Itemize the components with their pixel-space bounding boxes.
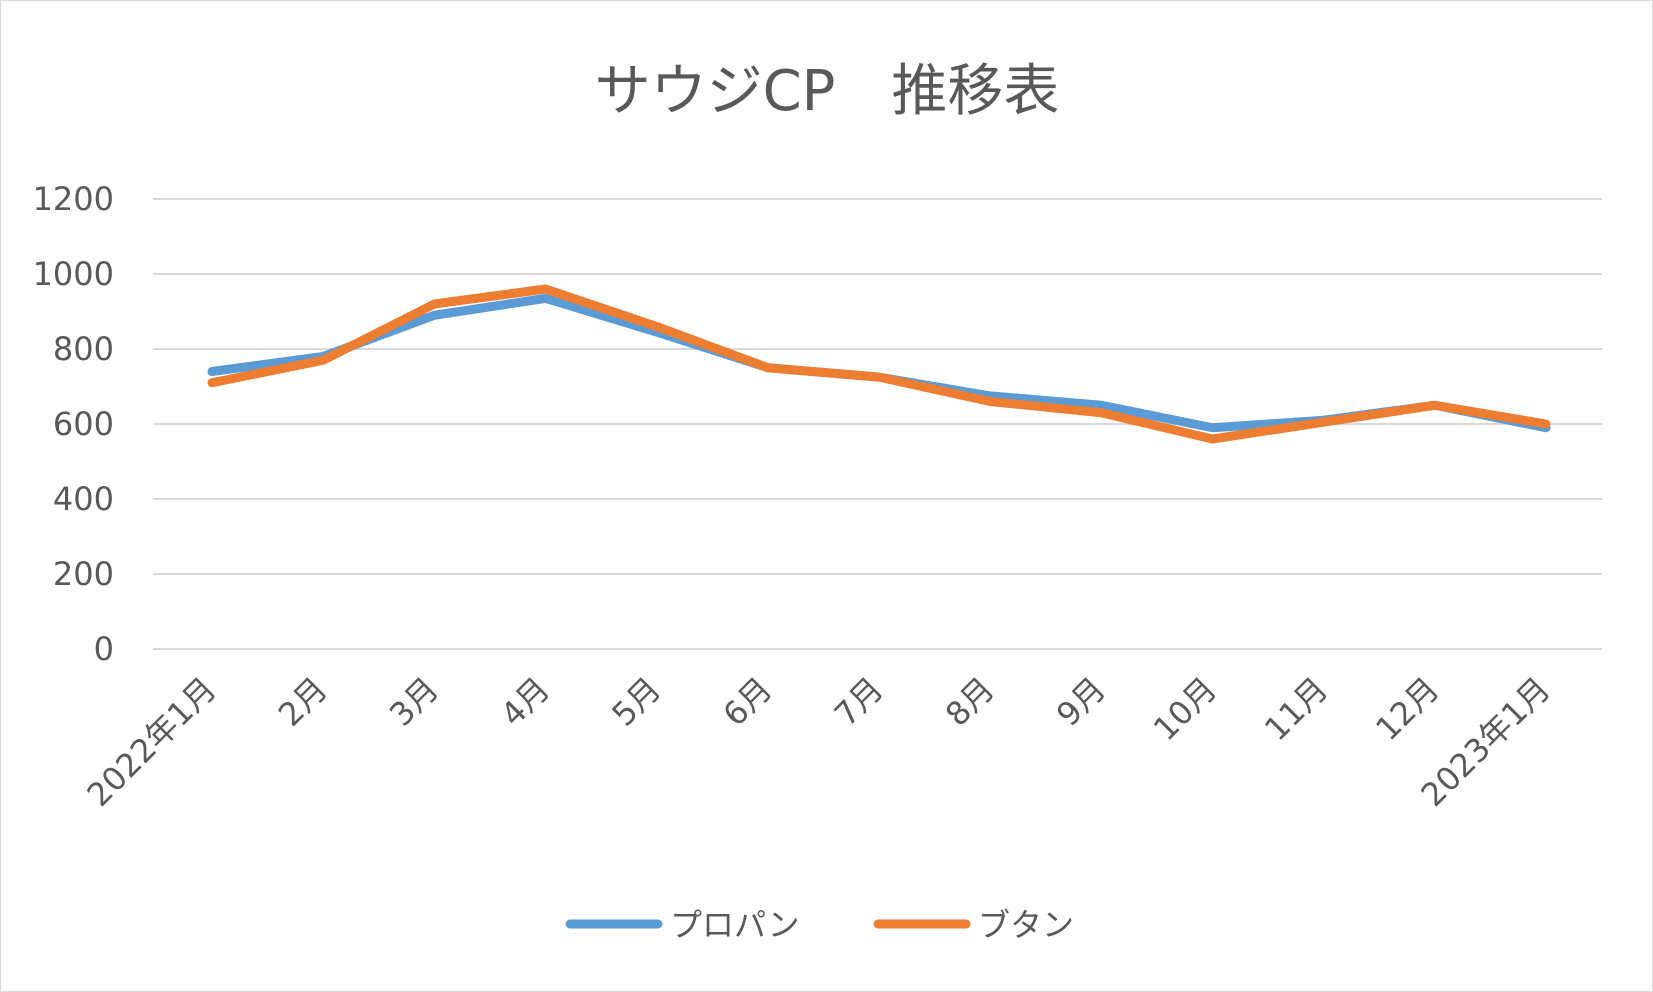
x-tick-label: 8月	[938, 670, 1002, 734]
chart-title: サウジCP 推移表	[595, 59, 1060, 124]
x-tick-label: 4月	[493, 670, 557, 734]
y-tick-label: 800	[53, 330, 114, 368]
x-tick-label: 7月	[827, 670, 891, 734]
x-tick-label: 6月	[716, 670, 780, 734]
x-tick-label: 5月	[604, 670, 668, 734]
x-tick-label: 2月	[271, 670, 335, 734]
y-tick-label: 200	[53, 555, 114, 593]
y-tick-label: 0	[94, 630, 114, 668]
x-tick-label: 2022年1月	[80, 670, 224, 814]
x-tick-label: 12月	[1368, 670, 1446, 748]
y-tick-label: 1200	[33, 180, 114, 218]
y-tick-label: 400	[53, 480, 114, 518]
x-tick-label: 9月	[1049, 670, 1113, 734]
x-tick-label: 3月	[382, 670, 446, 734]
y-tick-label: 600	[53, 405, 114, 443]
legend-label: ブタン	[978, 906, 1074, 944]
x-tick-label: 10月	[1146, 670, 1224, 748]
x-tick-label: 11月	[1257, 670, 1335, 748]
y-tick-label: 1000	[33, 255, 114, 293]
series-line-1	[207, 284, 1551, 444]
legend-label: プロパン	[670, 906, 800, 944]
